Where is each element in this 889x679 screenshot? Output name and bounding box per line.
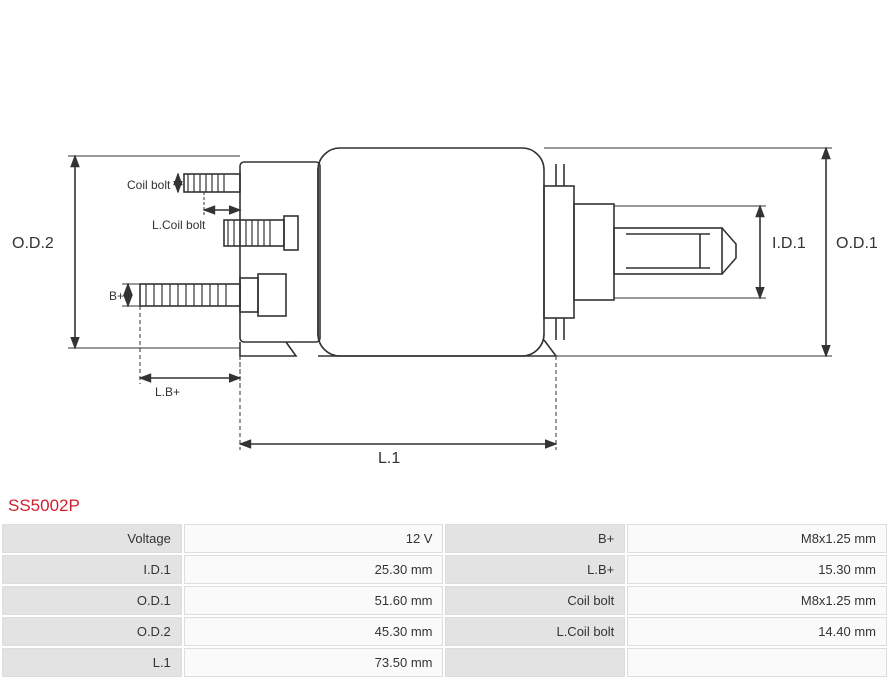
spec-value [627, 648, 887, 677]
spec-value: M8x1.25 mm [627, 524, 887, 553]
spec-label [445, 648, 625, 677]
technical-drawing: O.D.2 O.D.1 I.D.1 L.1 L.B+ B+ Coil bolt … [0, 0, 889, 490]
spec-value: 14.40 mm [627, 617, 887, 646]
spec-label: O.D.1 [2, 586, 182, 615]
spec-table: Voltage 12 V B+ M8x1.25 mm I.D.1 25.30 m… [0, 522, 889, 679]
spec-label: L.B+ [445, 555, 625, 584]
spec-label: L.Coil bolt [445, 617, 625, 646]
spec-label: O.D.2 [2, 617, 182, 646]
spec-value: 12 V [184, 524, 444, 553]
spec-label: Voltage [2, 524, 182, 553]
spec-value: 25.30 mm [184, 555, 444, 584]
spec-label: I.D.1 [2, 555, 182, 584]
table-row: L.1 73.50 mm [2, 648, 887, 677]
drawing-svg [0, 0, 889, 490]
spec-value: 73.50 mm [184, 648, 444, 677]
table-row: Voltage 12 V B+ M8x1.25 mm [2, 524, 887, 553]
spec-label: B+ [445, 524, 625, 553]
table-row: O.D.1 51.60 mm Coil bolt M8x1.25 mm [2, 586, 887, 615]
spec-label: L.1 [2, 648, 182, 677]
spec-value: M8x1.25 mm [627, 586, 887, 615]
spec-value: 15.30 mm [627, 555, 887, 584]
part-number-title: SS5002P [8, 496, 889, 516]
spec-value: 51.60 mm [184, 586, 444, 615]
table-row: I.D.1 25.30 mm L.B+ 15.30 mm [2, 555, 887, 584]
spec-value: 45.30 mm [184, 617, 444, 646]
spec-label: Coil bolt [445, 586, 625, 615]
table-row: O.D.2 45.30 mm L.Coil bolt 14.40 mm [2, 617, 887, 646]
